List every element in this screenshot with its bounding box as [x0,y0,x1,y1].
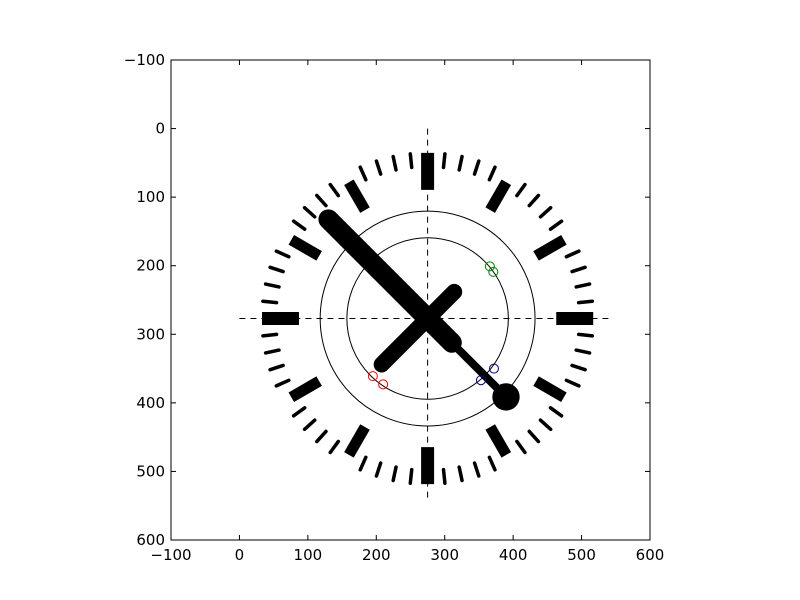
minor-tick-mark [574,282,592,289]
outer-circle [319,210,536,427]
minor-tick-mark [328,182,341,198]
minor-tick-mark [457,154,464,172]
x-tick-label: 0 [235,546,245,564]
y-tick-label: −100 [124,51,165,69]
data-point [488,266,499,277]
y-tick-label: 600 [136,531,165,549]
minor-tick-mark [472,461,481,478]
major-tick-mark [485,424,512,458]
minor-tick-mark [487,455,497,472]
data-point [488,363,499,374]
x-tick-label: 500 [567,546,596,564]
hour-hand [373,283,463,373]
major-tick-mark [344,179,370,213]
x-tick-label: 600 [636,546,665,564]
second-hand [399,290,505,396]
minor-tick-mark [261,299,279,305]
major-tick-mark [288,376,322,402]
minor-tick-mark [274,249,291,259]
plot-area [239,128,613,503]
inner-circle [346,237,509,400]
data-point [367,371,378,382]
major-tick-mark [533,235,567,261]
minor-tick-mark [527,429,541,444]
minor-tick-mark [302,418,317,432]
x-tick-label: −100 [150,546,191,564]
minor-tick-mark [408,467,414,485]
minor-tick-mark [487,165,497,182]
minor-tick-mark [548,406,564,418]
minor-tick-mark [261,332,279,338]
minor-tick-mark [574,348,592,355]
data-point [378,379,389,390]
minor-tick-mark [268,265,285,274]
major-tick-mark [288,235,322,261]
axes-border [170,59,651,541]
data-point [475,375,486,386]
minor-tick-mark [291,406,307,418]
x-tick-label: 400 [499,546,528,564]
minor-tick-mark [291,219,307,231]
minor-tick-mark [374,461,383,478]
minor-tick-mark [548,219,564,231]
minor-tick-mark [358,165,368,182]
minor-tick-mark [315,429,328,444]
minor-tick-mark [515,439,527,455]
minor-tick-mark [472,159,481,176]
center-hub [415,306,440,331]
minor-tick-mark [274,378,291,388]
axes-frame [170,59,651,541]
minor-tick-mark [358,455,368,472]
data-point [484,261,495,272]
minor-tick-mark [527,193,541,208]
minor-tick-mark [268,363,285,372]
minor-tick-mark [441,152,447,170]
minor-tick-mark [441,467,447,485]
y-tick-label: 200 [136,257,165,275]
minor-tick-mark [408,152,414,170]
minor-tick-mark [263,282,281,289]
x-tick-label: 300 [430,546,459,564]
x-tick-label: 100 [294,546,323,564]
minor-tick-mark [564,378,581,388]
minor-tick-mark [515,182,527,198]
y-tick-label: 400 [136,394,165,412]
major-tick-mark [344,424,370,458]
x-tick-label: 200 [362,546,391,564]
minor-tick-mark [263,348,281,355]
major-tick-mark [485,179,512,213]
y-tick-label: 500 [136,462,165,480]
minor-tick-mark [457,465,464,483]
minor-tick-mark [302,205,317,219]
minor-tick-mark [391,465,398,483]
minor-tick-mark [315,193,328,208]
minor-tick-mark [570,265,587,274]
minor-tick-mark [570,363,587,372]
minor-tick-mark [576,299,595,305]
y-tick-label: 300 [136,325,165,343]
minor-tick-mark [391,154,398,172]
second-hand-blob [492,383,520,411]
major-tick-mark [533,376,567,402]
y-tick-label: 0 [155,120,165,138]
minor-tick-mark [374,159,383,176]
minor-tick-mark [564,249,581,259]
axis-ticks: −100 0 100 200 300 400 500 600−1000100200300400… [124,51,665,564]
minor-tick-mark [328,439,341,455]
minor-tick-mark [538,205,553,219]
y-tick-label: 100 [136,188,165,206]
minor-tick-mark [538,418,553,432]
minor-tick-mark [576,332,595,338]
